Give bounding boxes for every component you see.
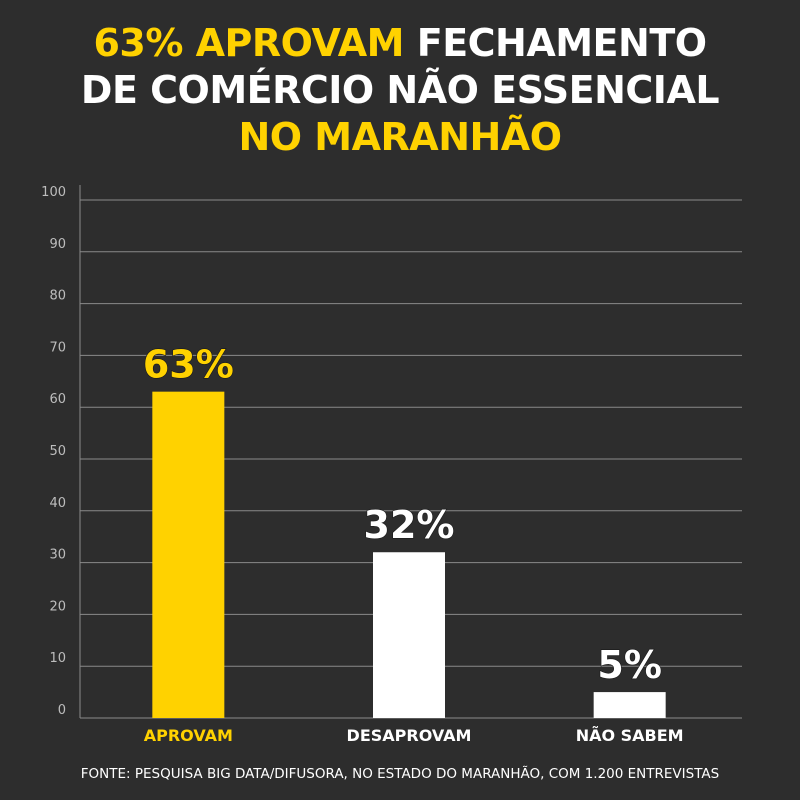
bar	[373, 552, 445, 718]
data-label: 63%	[143, 343, 234, 387]
title-line-2: DE COMÉRCIO NÃO ESSENCIAL	[80, 68, 720, 112]
title-highlight: 63% APROVAM	[93, 21, 404, 65]
bar	[152, 391, 225, 718]
y-tick-label: 90	[49, 237, 66, 252]
data-label: 5%	[597, 643, 662, 687]
y-tick-label: 10	[49, 651, 66, 666]
bar	[593, 692, 666, 718]
category-label: APROVAM	[144, 726, 233, 745]
data-label: 32%	[364, 503, 455, 547]
y-tick-label: 80	[49, 289, 66, 304]
y-tick-label: 60	[49, 392, 66, 407]
title-line-1-rest: FECHAMENTO	[404, 21, 707, 65]
y-tick-label: 100	[41, 185, 66, 200]
category-label: DESAPROVAM	[347, 726, 472, 745]
category-label: NÃO SABEM	[576, 726, 684, 745]
title-line-1: 63% APROVAM FECHAMENTO	[0, 20, 800, 67]
y-tick-label: 20	[49, 599, 66, 614]
y-tick-label: 50	[49, 444, 66, 459]
y-tick-label: 40	[49, 496, 66, 511]
y-tick-label: 30	[49, 548, 66, 563]
source-note: FONTE: PESQUISA BIG DATA/DIFUSORA, NO ES…	[80, 766, 720, 782]
title-line-3: NO MARANHÃO	[238, 115, 562, 159]
y-tick-label: 70	[49, 340, 66, 355]
chart-title: 63% APROVAM FECHAMENTO DE COMÉRCIO NÃO E…	[0, 20, 800, 161]
y-tick-label: 0	[58, 703, 66, 718]
